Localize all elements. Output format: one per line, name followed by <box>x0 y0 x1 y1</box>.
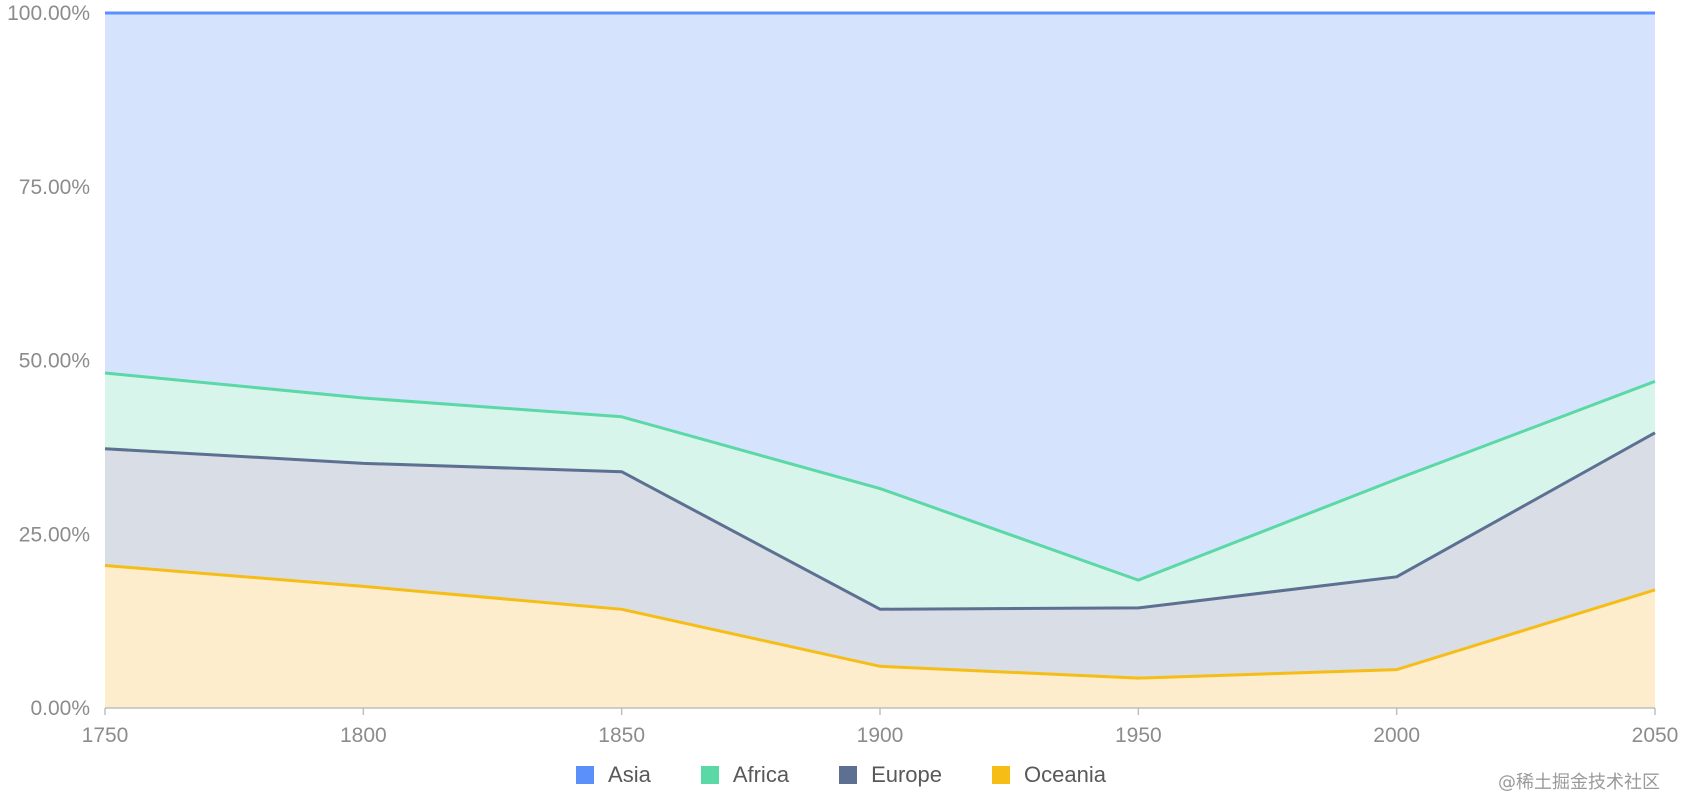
legend-item-europe[interactable]: Europe <box>839 762 942 788</box>
watermark: @稀土掘金技术社区 <box>1498 772 1660 793</box>
x-tick-label: 1850 <box>598 724 645 747</box>
legend-item-oceania[interactable]: Oceania <box>992 762 1106 788</box>
x-tick-label: 1750 <box>82 724 129 747</box>
x-tick-label: 1800 <box>340 724 387 747</box>
legend-swatch <box>576 766 595 784</box>
area-oceania <box>105 565 1655 708</box>
line-layer <box>104 11 1656 680</box>
y-tick-label: 25.00% <box>19 523 90 546</box>
x-tick-label: 1900 <box>857 724 904 747</box>
stacked-percent-area-chart: 0.00% 25.00% 50.00% 75.00% 100.00% 1750 1800 18… <box>7 2 1678 747</box>
legend-item-asia[interactable]: Asia <box>576 762 651 788</box>
legend: Asia Africa Europe Oceania <box>0 758 1682 792</box>
line-oceania <box>104 564 1656 680</box>
area-europe <box>105 432 1655 679</box>
x-tick-label: 2050 <box>1632 724 1679 747</box>
x-tick-label: 1950 <box>1115 724 1162 747</box>
legend-label: Asia <box>608 762 651 787</box>
y-tick-label: 75.00% <box>19 176 90 199</box>
legend-label: Oceania <box>1024 762 1106 787</box>
legend-swatch <box>992 766 1011 784</box>
axis-layer: 0.00% 25.00% 50.00% 75.00% 100.00% 1750 1800 18… <box>7 2 1678 747</box>
legend-label: Africa <box>732 762 790 787</box>
area-layer <box>105 13 1655 708</box>
area-asia <box>105 13 1655 581</box>
x-tick-label: 2000 <box>1373 724 1420 747</box>
legend-label: Europe <box>871 762 943 787</box>
legend-swatch <box>839 766 858 784</box>
legend-item-africa[interactable]: Africa <box>700 762 790 788</box>
y-tick-label: 100.00% <box>7 2 90 25</box>
line-africa <box>104 371 1656 582</box>
y-tick-label: 0.00% <box>30 697 90 720</box>
line-europe <box>104 431 1656 611</box>
legend-swatch <box>700 766 719 784</box>
area-africa <box>105 373 1655 610</box>
y-tick-label: 50.00% <box>19 350 90 373</box>
